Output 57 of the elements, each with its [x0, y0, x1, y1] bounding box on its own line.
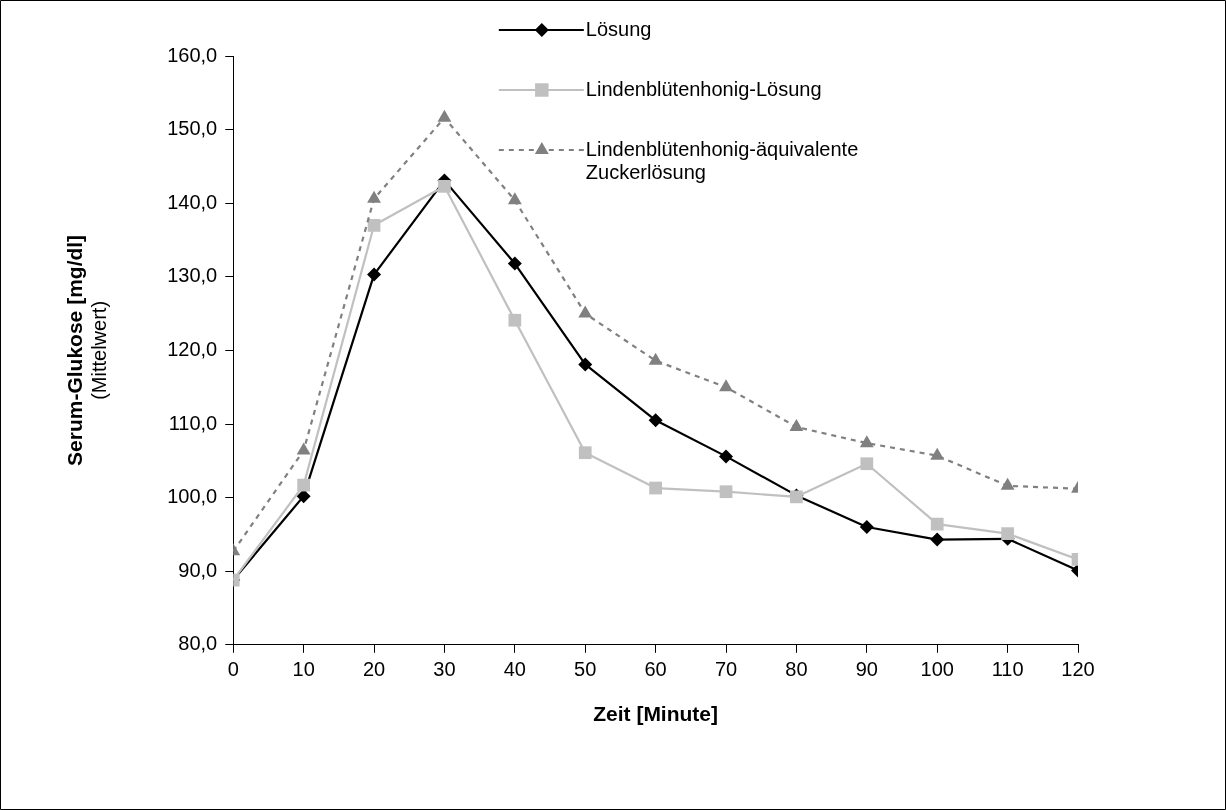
x-tick-label: 40 — [503, 658, 526, 681]
y-tick-label: 140,0 — [167, 190, 218, 213]
point — [367, 190, 381, 203]
point — [648, 352, 663, 365]
x-tick-label: 100 — [920, 658, 954, 681]
point — [789, 418, 804, 431]
point — [860, 457, 874, 471]
point — [648, 413, 663, 428]
y-tick-label: 80,0 — [178, 632, 218, 655]
y-tick-label: 90,0 — [178, 558, 218, 581]
x-tick-label: 50 — [574, 658, 597, 681]
point — [930, 447, 945, 460]
y-tick-label: 100,0 — [167, 485, 218, 508]
x-tick-label: 20 — [362, 658, 386, 681]
y-tick-label: 160,0 — [167, 43, 218, 66]
point — [859, 520, 874, 535]
point — [1000, 477, 1015, 490]
point — [296, 442, 311, 455]
x-tick-label: 110 — [991, 658, 1024, 681]
point — [507, 192, 522, 205]
point — [296, 489, 311, 504]
point — [719, 485, 733, 499]
y-tick-label: 110,0 — [168, 411, 218, 434]
point — [507, 256, 522, 271]
point — [437, 109, 452, 122]
y-tick-label: 130,0 — [167, 264, 218, 287]
x-tick-label: 70 — [714, 658, 738, 681]
x-tick-label: 60 — [644, 658, 667, 681]
point — [719, 449, 734, 464]
text: (Mittelwert) — [87, 300, 110, 400]
point — [297, 478, 311, 492]
point — [1001, 527, 1014, 541]
point — [930, 532, 945, 547]
point — [438, 179, 451, 193]
legend-label: Lösung — [585, 17, 652, 40]
point — [578, 446, 592, 460]
y-axis-title: Serum-Glukose [mg/dl] — [63, 234, 87, 466]
x-tick-label: 90 — [855, 658, 878, 681]
x-tick-label: 0 — [227, 658, 239, 681]
x-tick-label: 120 — [1061, 658, 1095, 681]
legend-label: Lindenblütenhonig-Lösung — [585, 77, 822, 100]
point — [578, 357, 593, 372]
point — [719, 379, 733, 392]
x-axis-title: Zeit [Minute] — [593, 702, 719, 726]
point — [578, 305, 593, 318]
point — [859, 435, 874, 448]
y-tick-label: 120,0 — [167, 337, 218, 360]
x-tick-label: 80 — [785, 658, 808, 681]
x-tick-label: 30 — [433, 658, 456, 681]
point — [649, 481, 662, 495]
x-tick-label: 10 — [292, 658, 315, 681]
point — [508, 313, 522, 327]
point — [367, 267, 382, 282]
point — [930, 517, 944, 531]
legend-label: Lindenblütenhonig-äquivalente Zuckerlösung — [585, 137, 859, 183]
y-tick-label: 150,0 — [167, 117, 218, 140]
point — [367, 218, 381, 232]
